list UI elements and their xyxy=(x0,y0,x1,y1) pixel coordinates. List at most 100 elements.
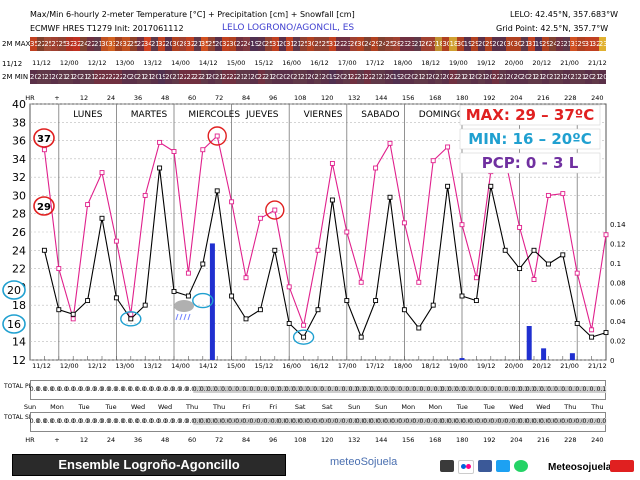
max-strip-cell: 21 xyxy=(193,37,201,51)
precip-value: 0.1 xyxy=(525,386,536,393)
instagram-icon[interactable] xyxy=(440,460,454,472)
y-tick-label: 22 xyxy=(12,263,26,276)
max-strip-cell: 21 xyxy=(150,37,158,51)
precip-value: 0.1 xyxy=(376,386,387,393)
max-strip-cell: 34 xyxy=(143,37,151,51)
precip-value: 0.0 xyxy=(79,386,89,393)
max-annotation: MAX: 29 – 37ºC xyxy=(466,106,594,124)
day-tick: Mon xyxy=(428,403,443,411)
precip-value: 0.1 xyxy=(405,386,415,393)
snow-value: 0.0 xyxy=(114,418,125,425)
max-circled-value: 29 xyxy=(37,202,51,213)
min-point-circle xyxy=(292,329,315,345)
max-point xyxy=(315,247,321,253)
precip-value: 0.1 xyxy=(419,386,430,393)
min-strip-cell: 21 xyxy=(37,70,45,84)
precip-value: 0.0 xyxy=(143,386,153,393)
day-tick: Fri xyxy=(269,403,278,411)
min-strip-cell: 20 xyxy=(406,70,414,84)
min-point xyxy=(99,215,105,221)
max-strip-cell: 19 xyxy=(534,37,542,51)
snow-value: 0.0 xyxy=(447,418,458,425)
min-strip-cell: 22 xyxy=(186,70,194,84)
max-strip-cell: 30 xyxy=(357,37,365,51)
max-point xyxy=(85,202,91,208)
max-strip-cell: 27 xyxy=(428,37,436,51)
min-point xyxy=(574,320,580,326)
precip-value: 0.1 xyxy=(348,386,359,393)
max-strip-cell: 31 xyxy=(328,37,336,51)
precip-value: 0.1 xyxy=(589,386,600,393)
min-strip-cell: 21 xyxy=(413,70,422,84)
precip-value: 0.1 xyxy=(398,386,408,393)
max-strip-cell: 28 xyxy=(115,37,123,51)
min-point xyxy=(257,307,263,313)
min-strip-cell: 21 xyxy=(378,70,386,84)
snow-value: 0.0 xyxy=(362,418,373,425)
snow-value: 0.0 xyxy=(462,418,472,425)
max-point-circle xyxy=(207,126,227,146)
snow-value: 0.0 xyxy=(433,418,444,425)
max-strip-cell: 28 xyxy=(179,37,187,51)
y-tick-label: 28 xyxy=(12,208,26,221)
precip-value: 0.1 xyxy=(334,386,345,393)
snow-value: 0.0 xyxy=(36,418,47,425)
min-strip-cell: 20 xyxy=(335,70,343,84)
min-strip-cell: 20 xyxy=(442,70,450,84)
twitter-icon[interactable] xyxy=(496,460,510,472)
max-strip-cell: 23 xyxy=(399,37,407,51)
snow-value: 0.0 xyxy=(43,418,54,425)
snow-value: 0.0 xyxy=(539,418,550,425)
min-strip-cell: 20 xyxy=(470,70,478,84)
weekday-label: DOMINGO xyxy=(419,110,464,120)
y-tick-label: 36 xyxy=(12,135,26,148)
max-strip-cell: 21 xyxy=(93,37,102,51)
weekday-label: MIERCOLES xyxy=(188,110,240,120)
date-tick: 11/12 xyxy=(32,362,51,370)
hour-tick: 240 xyxy=(591,436,604,444)
y2-tick-label: 0 xyxy=(610,357,614,365)
snow-value: 0.0 xyxy=(483,418,493,425)
max-strip-cell: 25 xyxy=(58,37,66,51)
min-point xyxy=(70,311,76,317)
min-point xyxy=(243,316,249,322)
min-point xyxy=(41,247,47,253)
min-circle xyxy=(2,314,26,334)
precip-value: 0.0 xyxy=(178,386,189,393)
max-point xyxy=(603,232,609,238)
max-strip-cell: 32 xyxy=(65,37,73,51)
min-circled-value: 20 xyxy=(7,284,21,297)
max-strip-cell: 30 xyxy=(229,37,237,51)
snow-value: 0.0 xyxy=(334,418,345,425)
max-strip-cell: 24 xyxy=(378,37,386,51)
youtube-icon[interactable] xyxy=(610,460,634,472)
whatsapp-icon[interactable] xyxy=(514,460,528,472)
max-point xyxy=(430,158,436,164)
precip-value: 0.1 xyxy=(511,386,522,393)
snow-value: 0.0 xyxy=(65,418,75,425)
facebook-icon[interactable] xyxy=(478,460,492,472)
min-strip-cell: 20 xyxy=(271,70,279,84)
day-tick: Sun xyxy=(23,403,37,411)
max-point xyxy=(99,170,105,176)
min-strip-cell: 21 xyxy=(136,70,144,84)
date-tick: 17/00 xyxy=(337,362,357,370)
hour-tick: HR xyxy=(25,436,35,444)
hour-tick: 84 xyxy=(241,94,251,102)
min-strip-cell: 21 xyxy=(342,70,350,84)
max-strip-cell: 19 xyxy=(250,37,258,51)
min-strip-cell: 20 xyxy=(30,70,38,84)
date-tick: 20/00 xyxy=(504,59,524,67)
min-strip-cell: 22 xyxy=(108,70,116,84)
date-tick: 12/00 xyxy=(59,362,79,370)
date-tick: 17/12 xyxy=(365,59,385,67)
hour-tick: + xyxy=(54,94,60,102)
min-point xyxy=(315,307,321,313)
max-strip-cell: 25 xyxy=(300,37,308,51)
max-point xyxy=(589,327,595,333)
min-strip-cell: 20 xyxy=(165,70,173,84)
flickr-icon[interactable] xyxy=(458,460,474,474)
max-point xyxy=(185,270,191,276)
hour-tick: 168 xyxy=(429,436,442,444)
date-tick: 19/00 xyxy=(449,362,468,370)
